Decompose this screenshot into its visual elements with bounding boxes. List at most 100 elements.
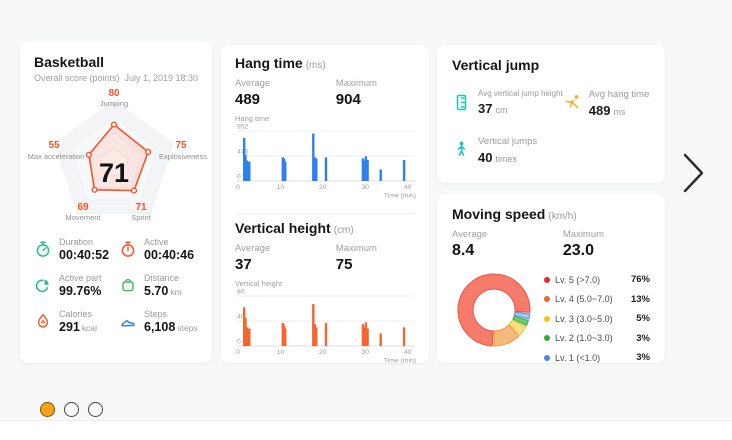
stat-steps: Steps 6,108 steps: [119, 309, 198, 334]
stat-value: 00:40:46: [144, 248, 195, 262]
legend-row-lv4: Lv. 4 (5.0~7.0) 13%: [544, 290, 650, 310]
legend-label: Lv. 5 (>7.0): [555, 274, 601, 285]
radar-axis-value: 55: [48, 140, 60, 151]
x-tick-label: 0: [236, 184, 240, 191]
x-tick-label: 40: [404, 349, 412, 356]
bar: [361, 158, 365, 181]
legend-dot: [544, 335, 550, 342]
vjump-stat-hangtime: Avg hang time 489 ms: [563, 89, 650, 118]
page-dot-3[interactable]: [88, 402, 103, 417]
stat-unit: kcal: [81, 323, 97, 333]
legend-dot: [544, 296, 550, 303]
bar: [324, 157, 328, 181]
x-tick-label: 20: [319, 349, 327, 356]
stat-label: Distance: [144, 273, 180, 283]
radar-axis-value: 71: [135, 202, 147, 213]
bar: [284, 161, 287, 181]
moving-speed-maximum: 23.0: [562, 242, 595, 259]
page-dot-2[interactable]: [64, 402, 79, 417]
y-tick-label: 952: [237, 124, 249, 131]
average-label: Average: [235, 243, 271, 254]
stat-value: 6,108: [144, 320, 176, 334]
radar-grid-ring: [99, 147, 129, 176]
bottom-bar: [0, 420, 732, 440]
legend-dot: [544, 276, 550, 283]
stat-value: 5.70: [144, 284, 169, 298]
bar: [363, 327, 366, 347]
vjump-stat-unit: cm: [495, 105, 508, 115]
bar: [363, 160, 366, 181]
workout-stats-grid: Duration 00:40:52 Active 00:40:46 Active…: [34, 237, 198, 334]
legend-label: Lv. 3 (3.0~5.0): [555, 313, 613, 324]
bar: [313, 157, 316, 181]
stat-label: Active: [144, 237, 169, 247]
pagination-dots: [40, 402, 103, 417]
hang-time-average: 489: [235, 91, 261, 108]
vjump-stat-label: Vertical jumps: [478, 136, 538, 147]
stat-active-part: Active part 99.76%: [34, 273, 113, 298]
stat-active: Active 00:40:46: [119, 237, 198, 262]
legend-dot: [544, 354, 550, 361]
x-tick-label: 10: [277, 184, 285, 191]
radar-vertex-marker: [145, 148, 152, 156]
stat-value: 99.76%: [59, 284, 102, 298]
legend-percent: 76%: [630, 274, 650, 286]
bar: [312, 133, 315, 181]
shoe-icon: [121, 319, 135, 327]
workout-datetime: July 1, 2019 18:30: [124, 73, 198, 83]
bar: [312, 304, 315, 346]
stat-unit: km: [170, 287, 182, 297]
stat-label: Calories: [59, 309, 93, 319]
vjump-stat-unit: times: [495, 154, 517, 164]
ruler-icon: [456, 94, 467, 111]
bar: [366, 160, 369, 181]
bar: [284, 328, 287, 346]
card-title-basketball: Basketball: [34, 54, 105, 70]
legend-label: Lv. 2 (1.0~3.0): [555, 333, 613, 344]
next-page-button[interactable]: [676, 150, 710, 196]
x-tick-label: 30: [361, 349, 369, 356]
x-tick-label: 30: [361, 184, 369, 191]
section-divider: [235, 213, 415, 214]
bar: [281, 322, 284, 346]
page-dot-1[interactable]: [40, 402, 55, 417]
x-axis-label: Time (min): [384, 358, 416, 365]
legend-label: Lv. 1 (<1.0): [555, 352, 601, 363]
radar-axis-value: 69: [77, 202, 89, 213]
radar-axis-label: Jumping: [100, 99, 128, 108]
radar-axis-label: Sprint: [131, 213, 152, 222]
legend-row-lv5: Lv. 5 (>7.0) 76%: [544, 270, 650, 290]
card-title-moving-speed: Moving speed: [452, 206, 546, 222]
bar: [379, 169, 382, 181]
stat-label: Active part: [59, 273, 102, 283]
vjump-stat-value: 37: [478, 101, 493, 116]
speed-legend: Lv. 5 (>7.0) 76% Lv. 4 (5.0~7.0) 13% Lv. 3…: [544, 270, 650, 368]
vertical-height-unit: (cm): [333, 225, 354, 236]
maximum-label: Maximum: [562, 229, 605, 240]
bar: [324, 322, 328, 346]
average-label: Average: [235, 78, 271, 89]
moving-speed-card: Moving speed (km/h) Average 8.4 Maximum 2…: [437, 194, 665, 363]
vjump-stat-unit: ms: [613, 107, 626, 117]
legend-percent: 3%: [636, 332, 650, 344]
radar-data-polygon: [88, 123, 149, 192]
x-tick-label: 10: [277, 349, 285, 356]
legend-label: Lv. 4 (5.0~7.0): [555, 294, 613, 305]
stat-value: 00:40:52: [59, 248, 110, 262]
stat-duration: Duration 00:40:52: [34, 237, 113, 262]
bar: [364, 156, 368, 181]
pie-chart-icon: [35, 279, 49, 293]
y-tick-label: 0: [237, 174, 241, 181]
vertical-height-average: 37: [235, 256, 252, 273]
stat-calories: Calories 291 kcal: [34, 309, 113, 334]
vjump-stat-count: Vertical jumps 40 times: [452, 136, 563, 165]
bar: [243, 137, 246, 181]
vertical-height-maximum: 75: [335, 256, 353, 273]
chevron-right-icon: [683, 153, 704, 193]
radar-vertex-marker: [110, 121, 118, 128]
overall-score-value: 71: [99, 158, 129, 188]
bar: [282, 158, 286, 181]
bar: [315, 158, 318, 181]
vertical-height-bar-chart: 0 40 80 0 10 20 30 40 Time (min): [236, 289, 416, 365]
radar-vertex-marker: [130, 187, 138, 194]
